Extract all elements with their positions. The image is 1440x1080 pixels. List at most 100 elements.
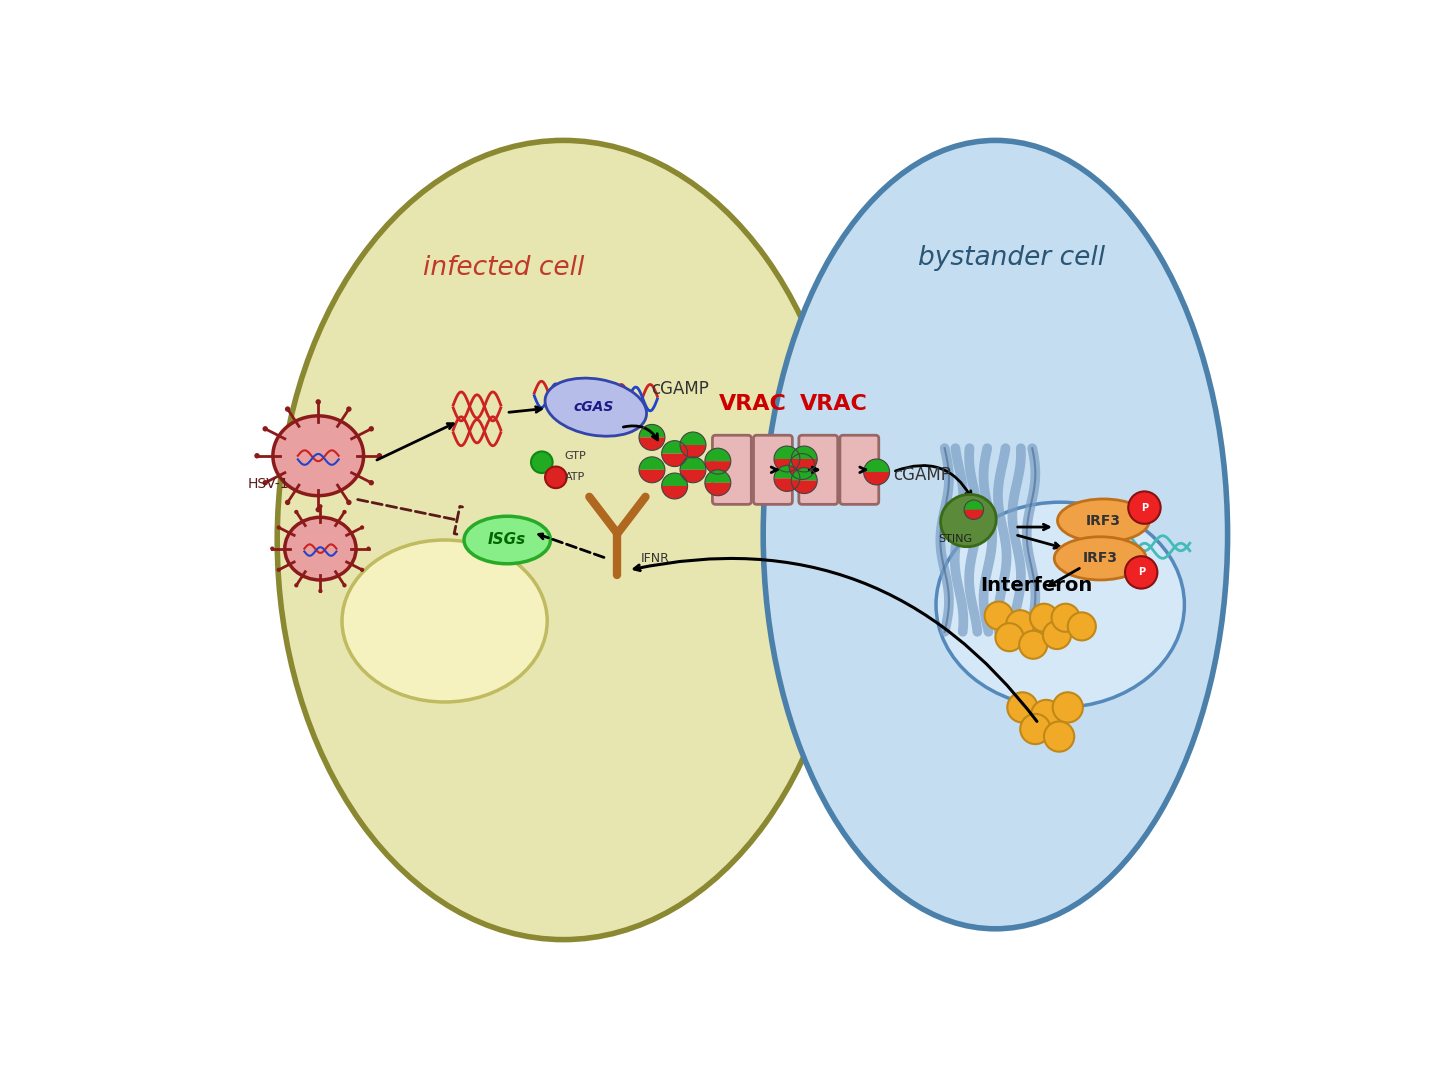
- Circle shape: [366, 546, 370, 551]
- Circle shape: [369, 427, 374, 432]
- Circle shape: [1044, 721, 1074, 752]
- Circle shape: [343, 583, 347, 588]
- Text: VRAC: VRAC: [719, 394, 786, 415]
- Ellipse shape: [1054, 537, 1146, 580]
- Polygon shape: [639, 437, 665, 450]
- Ellipse shape: [276, 140, 850, 940]
- Text: infected cell: infected cell: [423, 255, 585, 282]
- FancyBboxPatch shape: [840, 435, 878, 504]
- FancyBboxPatch shape: [753, 435, 792, 504]
- Circle shape: [360, 568, 364, 572]
- Circle shape: [1031, 700, 1061, 730]
- Ellipse shape: [763, 140, 1227, 929]
- Circle shape: [343, 510, 347, 514]
- Polygon shape: [775, 446, 801, 459]
- Polygon shape: [864, 459, 890, 472]
- Text: P: P: [1138, 567, 1145, 578]
- Polygon shape: [706, 461, 730, 474]
- Circle shape: [995, 623, 1024, 651]
- Circle shape: [255, 453, 259, 459]
- Circle shape: [294, 510, 298, 514]
- Circle shape: [285, 406, 291, 411]
- Circle shape: [1007, 610, 1034, 638]
- Polygon shape: [706, 448, 730, 461]
- Circle shape: [1020, 631, 1047, 659]
- Ellipse shape: [940, 495, 996, 546]
- Circle shape: [315, 507, 321, 512]
- Circle shape: [1051, 604, 1080, 632]
- Circle shape: [1043, 621, 1071, 649]
- Ellipse shape: [1057, 499, 1149, 542]
- Text: bystander cell: bystander cell: [919, 244, 1104, 271]
- Text: ISGs: ISGs: [488, 532, 527, 548]
- Ellipse shape: [464, 516, 550, 564]
- Text: P: P: [1140, 502, 1148, 513]
- Polygon shape: [775, 459, 801, 472]
- Polygon shape: [662, 441, 688, 454]
- Polygon shape: [792, 446, 818, 459]
- Circle shape: [1021, 714, 1051, 744]
- Polygon shape: [680, 457, 706, 470]
- Text: HSV-1: HSV-1: [248, 477, 289, 491]
- Text: ATP: ATP: [564, 472, 585, 482]
- Circle shape: [1030, 604, 1058, 632]
- Ellipse shape: [343, 540, 547, 702]
- Circle shape: [294, 583, 298, 588]
- Ellipse shape: [546, 378, 647, 436]
- Circle shape: [360, 525, 364, 529]
- Circle shape: [346, 406, 351, 411]
- Text: IFNR: IFNR: [641, 552, 670, 565]
- Polygon shape: [680, 445, 706, 458]
- FancyBboxPatch shape: [713, 435, 752, 504]
- Polygon shape: [789, 454, 815, 467]
- Text: cGAS: cGAS: [573, 401, 613, 414]
- Circle shape: [346, 500, 351, 505]
- Circle shape: [271, 546, 275, 551]
- Circle shape: [531, 451, 553, 473]
- Polygon shape: [965, 510, 984, 519]
- Polygon shape: [662, 486, 688, 499]
- Circle shape: [1125, 556, 1158, 589]
- Circle shape: [1053, 692, 1083, 723]
- Circle shape: [315, 400, 321, 405]
- Polygon shape: [706, 483, 730, 496]
- Circle shape: [544, 467, 566, 488]
- Polygon shape: [792, 481, 818, 494]
- Polygon shape: [706, 470, 730, 483]
- Text: VRAC: VRAC: [799, 394, 867, 415]
- Circle shape: [1008, 692, 1037, 723]
- Ellipse shape: [285, 517, 356, 580]
- Polygon shape: [662, 473, 688, 486]
- Polygon shape: [662, 454, 688, 467]
- Circle shape: [1068, 612, 1096, 640]
- Polygon shape: [639, 424, 665, 437]
- Text: IRF3: IRF3: [1083, 552, 1117, 565]
- Polygon shape: [639, 470, 665, 483]
- Text: cGAMP: cGAMP: [651, 380, 708, 399]
- Circle shape: [377, 453, 382, 459]
- Polygon shape: [965, 500, 984, 510]
- FancyBboxPatch shape: [799, 435, 838, 504]
- Polygon shape: [775, 465, 801, 478]
- Circle shape: [369, 480, 374, 485]
- Ellipse shape: [274, 416, 363, 496]
- Circle shape: [285, 500, 291, 505]
- Circle shape: [985, 602, 1012, 630]
- Ellipse shape: [936, 502, 1184, 707]
- Circle shape: [1128, 491, 1161, 524]
- Polygon shape: [792, 468, 818, 481]
- Circle shape: [318, 589, 323, 593]
- Circle shape: [318, 504, 323, 509]
- Polygon shape: [680, 470, 706, 483]
- Text: IRF3: IRF3: [1086, 514, 1120, 527]
- Circle shape: [276, 568, 281, 572]
- Polygon shape: [864, 472, 890, 485]
- Polygon shape: [680, 432, 706, 445]
- Polygon shape: [775, 478, 801, 491]
- Text: GTP: GTP: [564, 451, 586, 461]
- Polygon shape: [792, 459, 818, 472]
- Polygon shape: [789, 467, 815, 480]
- Polygon shape: [639, 457, 665, 470]
- Circle shape: [262, 480, 268, 485]
- Text: STING: STING: [939, 535, 972, 544]
